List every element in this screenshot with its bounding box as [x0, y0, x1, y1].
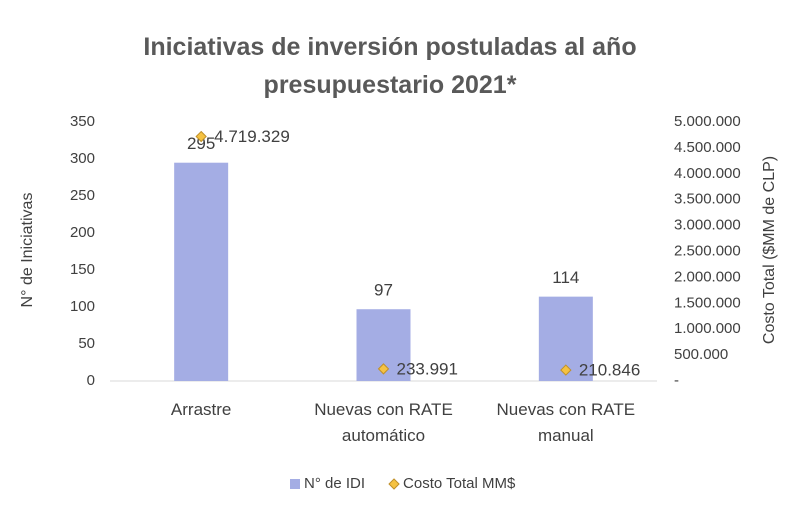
y2-tick-label: 4.500.000	[674, 139, 741, 156]
y-tick-label: 50	[78, 335, 95, 352]
y2-axis-title: Costo Total ($MM de CLP)	[761, 156, 778, 344]
legend-swatch	[290, 479, 300, 489]
y2-tick-label: 3.000.000	[674, 217, 741, 234]
bar	[174, 162, 229, 381]
x-tick-label: Nuevas con RATE automático	[314, 400, 453, 445]
y2-tick-label: 5.000.000	[674, 113, 741, 130]
y2-tick-label: 1.000.000	[674, 320, 741, 337]
y-tick-label: 350	[70, 113, 95, 130]
y-tick-label: 250	[70, 187, 95, 204]
y2-tick-label: 500.000	[674, 346, 728, 363]
x-tick-label: Nuevas con RATE manual	[496, 400, 636, 445]
marker-value-label: 210.846	[579, 361, 640, 380]
y2-tick-label: -	[674, 372, 679, 389]
diamond-marker	[195, 130, 207, 143]
y-tick-label: 100	[70, 298, 95, 315]
y-axis-title: N° de Iniciativas	[19, 193, 36, 308]
y2-tick-label: 2.500.000	[674, 242, 741, 259]
legend-label: N° de IDI	[304, 475, 365, 492]
legend-swatch	[388, 478, 400, 490]
marker-value-label: 4.719.329	[214, 127, 290, 146]
diamond-marker	[377, 363, 390, 375]
y-tick-label: 300	[70, 150, 95, 167]
y-tick-label: 0	[87, 372, 95, 389]
y-tick-label: 200	[70, 224, 95, 241]
y2-tick-label: 3.500.000	[674, 191, 741, 208]
y2-tick-label: 2.000.000	[674, 268, 741, 285]
chart-title: Iniciativas de inversión postuladas al a…	[143, 33, 637, 99]
marker-value-label: 233.991	[397, 359, 458, 378]
bar-value-label: 114	[552, 268, 579, 287]
x-tick-label: Arrastre	[170, 400, 232, 419]
y2-tick-label: 1.500.000	[674, 294, 741, 311]
y2-tick-label: 4.000.000	[674, 165, 741, 182]
bar-value-label: 97	[374, 281, 393, 300]
legend-label: Costo Total MM$	[403, 475, 516, 492]
bar-value-label: 295	[187, 134, 215, 153]
y-tick-label: 150	[70, 261, 95, 278]
diamond-marker	[560, 364, 572, 376]
